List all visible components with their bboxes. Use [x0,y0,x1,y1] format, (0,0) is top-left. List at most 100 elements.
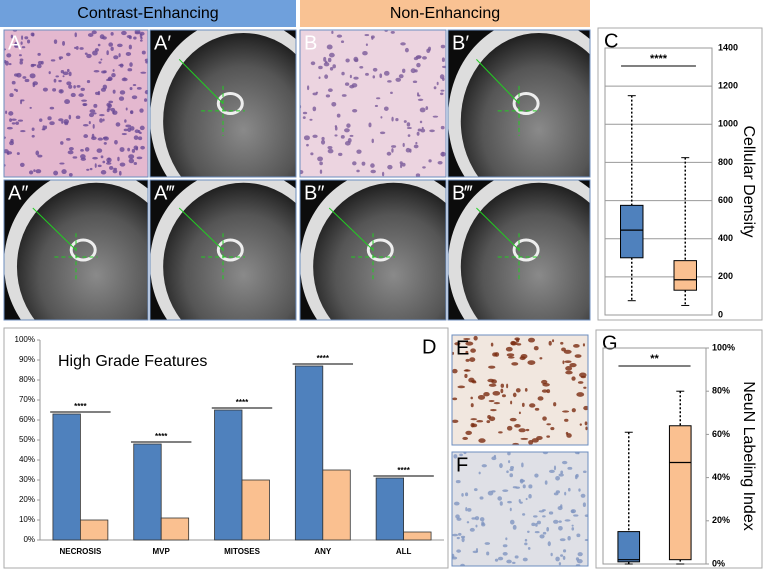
cell [582,343,586,347]
cell [461,537,465,543]
cell [37,52,41,56]
cell [112,169,118,174]
cell [501,394,506,398]
cell [103,70,107,74]
y-tick-label: 80% [712,386,730,396]
cell [20,41,23,45]
cell [490,408,497,412]
cell [30,63,35,68]
image-panel: B [299,29,447,178]
annotation: **** [650,53,668,65]
panel-label: B′ [452,32,469,54]
cell [539,534,545,539]
cell [475,547,479,553]
cell [564,360,572,363]
cell [531,438,539,443]
panel-label: C [604,30,618,52]
cell [140,145,145,150]
cell [300,169,304,175]
cell [312,134,318,138]
cell [20,99,25,102]
cell [133,36,137,40]
cell [390,91,393,94]
brain [163,32,296,177]
cell [425,106,429,110]
cell [39,118,43,122]
cell [546,423,551,426]
image-panel: A″ [3,179,149,321]
cell [31,134,35,138]
cell [398,74,404,79]
cell [53,39,58,44]
y-tick-label: 30% [19,475,35,484]
cell [546,435,551,438]
cell [548,340,552,346]
cell [58,118,64,122]
cell [133,162,138,166]
cell [53,170,59,176]
cell [560,470,564,475]
cell [512,486,518,489]
cell [119,90,126,95]
cell [117,43,123,48]
cell [327,57,332,63]
cell [9,93,14,98]
cell [334,134,338,137]
cell [429,129,435,133]
cell [121,133,127,136]
image [4,180,148,320]
cell [133,145,139,150]
cell [114,140,118,145]
cell [362,50,368,56]
panel-label: A′ [154,32,171,54]
cell [546,527,550,532]
cell [481,464,487,468]
cell [542,515,546,518]
cell [76,85,81,88]
image-panel: A′ [149,29,297,178]
x-tick-label: MITOSES [224,547,261,556]
cell [584,421,588,426]
cell [372,67,378,72]
cell [476,420,484,423]
cell [93,103,98,108]
cell [103,142,107,145]
cell [387,80,392,83]
cell [409,148,412,153]
cell [97,164,102,168]
panel-border [3,179,149,321]
cell [83,134,89,139]
cell [484,542,491,545]
cell [105,162,112,165]
crosshair [178,207,224,251]
cell [317,156,323,162]
bar [80,519,109,541]
cell [522,484,526,489]
cell [319,169,323,174]
cell [8,63,12,66]
cell [44,125,48,130]
cell [310,61,316,66]
cell [107,76,113,81]
cell [576,533,581,538]
cell [88,112,95,118]
image-bg [4,30,148,177]
cell [371,36,374,40]
cell [487,378,495,383]
lesion [69,238,97,262]
cell [19,58,24,62]
cell [567,466,573,470]
cell [417,128,422,132]
cell [528,484,533,489]
cell [125,124,132,128]
cell [118,170,122,176]
crosshair [178,59,224,104]
image [448,180,590,320]
cell [136,156,143,160]
cell [130,110,133,114]
cell [491,490,496,493]
brain [460,32,590,177]
cell [91,133,95,139]
cell [405,147,411,153]
cell [416,62,421,68]
